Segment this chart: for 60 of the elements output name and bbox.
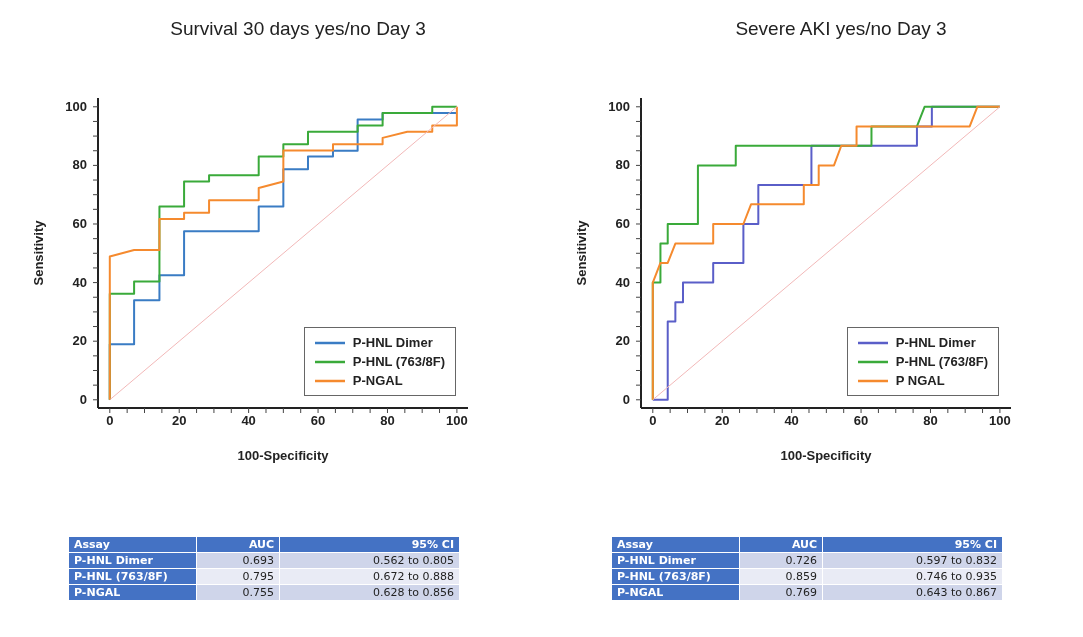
text: P-NGAL [68, 584, 197, 601]
x-tick-label: 60 [310, 413, 326, 428]
text: AUC [739, 536, 823, 553]
text: 95% CI [822, 536, 1003, 553]
text: 0.859 [739, 568, 823, 585]
text: 0.693 [196, 552, 280, 569]
text: 0.755 [196, 584, 280, 601]
y-tick-label: 20 [72, 333, 87, 349]
text: P-HNL Dimer [68, 552, 197, 569]
x-tick-label: 80 [380, 413, 395, 428]
text: 0.672 to 0.888 [279, 568, 460, 585]
text: 0.769 [739, 584, 823, 601]
x-tick-label: 20 [171, 413, 187, 428]
text: P-HNL (763/8F) [68, 568, 197, 585]
text: 0.562 to 0.805 [279, 552, 460, 569]
text: P-HNL Dimer [611, 552, 740, 569]
y-tick-label: 0 [79, 391, 87, 407]
x-tick-label: 40 [241, 413, 256, 428]
x-tick-label: 40 [784, 413, 799, 428]
x-axis-title: 100-Specificity [780, 448, 873, 463]
y-tick-label: 80 [72, 157, 87, 173]
text: 0.746 to 0.935 [822, 568, 1003, 585]
text: Assay [611, 536, 740, 553]
y-tick-label: 40 [615, 274, 630, 290]
text: 0.643 to 0.867 [822, 584, 1003, 601]
text: 0.726 [739, 552, 823, 569]
legend-label: P-HNL (763/8F) [895, 353, 988, 371]
y-tick-label: 20 [615, 333, 630, 349]
text: 0.795 [196, 568, 280, 585]
text: AUC [196, 536, 280, 553]
chart-title: Survival 30 days yes/no Day 3 [169, 17, 427, 41]
y-tick-label: 80 [615, 157, 630, 173]
legend-label: P-HNL Dimer [895, 334, 976, 352]
x-tick-label: 100 [989, 413, 1011, 428]
y-axis-title: Sensitivity [573, 219, 589, 286]
text: 0.597 to 0.832 [822, 552, 1003, 569]
text: 95% CI [279, 536, 460, 553]
chart-title: Severe AKI yes/no Day 3 [734, 17, 948, 41]
text: P-NGAL [611, 584, 740, 601]
y-tick-label: 40 [72, 274, 87, 290]
y-tick-label: 100 [65, 98, 87, 114]
x-axis-title: 100-Specificity [237, 448, 330, 463]
y-tick-label: 0 [622, 391, 630, 407]
text: P-HNL (763/8F) [611, 568, 740, 585]
x-tick-label: 60 [853, 413, 869, 428]
y-tick-label: 60 [615, 215, 630, 231]
legend-label: P-HNL (763/8F) [352, 353, 445, 371]
legend-label: P-HNL Dimer [352, 334, 433, 352]
legend-label: P-NGAL [352, 372, 403, 390]
x-tick-label: 20 [714, 413, 730, 428]
y-axis-title: Sensitivity [30, 219, 46, 286]
x-tick-label: 0 [649, 413, 657, 428]
legend-label: P NGAL [895, 372, 945, 390]
x-tick-label: 80 [923, 413, 938, 428]
y-tick-label: 100 [608, 98, 630, 114]
x-tick-label: 100 [446, 413, 468, 428]
text: 0.628 to 0.856 [279, 584, 460, 601]
x-tick-label: 0 [106, 413, 114, 428]
y-tick-label: 60 [72, 215, 87, 231]
text: Assay [68, 536, 197, 553]
